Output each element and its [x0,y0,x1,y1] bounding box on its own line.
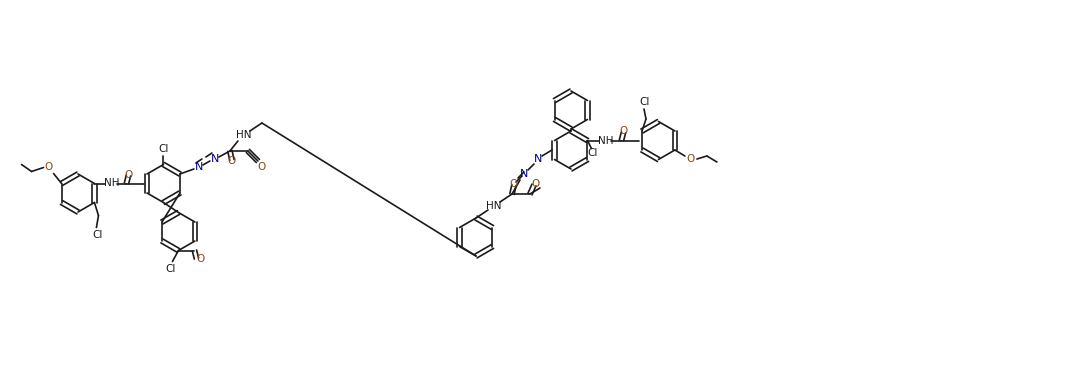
Text: N: N [534,154,542,164]
Text: O: O [532,179,541,189]
Text: Cl: Cl [640,97,651,107]
Text: NH: NH [104,179,119,188]
Text: Cl: Cl [159,144,168,155]
Text: O: O [228,156,236,166]
Text: NH: NH [598,135,613,146]
Text: O: O [619,126,628,136]
Text: Cl: Cl [587,147,598,158]
Text: HN: HN [236,130,251,140]
Text: O: O [124,170,133,179]
Text: N: N [520,169,529,179]
Text: HN: HN [487,201,502,211]
Text: N: N [210,154,219,164]
Text: O: O [258,162,267,172]
Text: N: N [194,162,203,172]
Text: O: O [687,154,695,164]
Text: O: O [510,179,518,189]
Text: O: O [196,253,205,264]
Text: Cl: Cl [93,229,103,240]
Text: Cl: Cl [165,264,176,273]
Text: O: O [44,162,53,173]
